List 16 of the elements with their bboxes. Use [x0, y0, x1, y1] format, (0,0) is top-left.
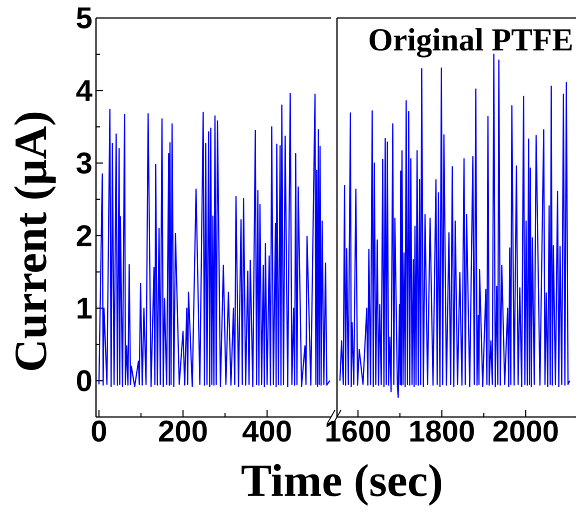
y-tick-label: 2	[76, 225, 92, 246]
x-tick-label: 400	[242, 420, 291, 442]
x-tick-label: 0	[92, 420, 106, 442]
x-axis-title: Time (sec)	[242, 464, 442, 506]
y-axis-title: Current (μA)	[14, 112, 56, 370]
x-tick-label: 200	[159, 420, 207, 442]
x-tick-label: 1600	[326, 420, 390, 442]
y-tick-label: 1	[78, 298, 92, 318]
y-tick-label: 4	[76, 80, 92, 101]
annotation: Original PTFE	[370, 28, 572, 58]
x-tick-label: 2000	[493, 420, 558, 442]
x-tick-label: 1800	[410, 420, 474, 442]
line-series	[98, 92, 330, 388]
y-tick-label: 0	[76, 370, 92, 392]
y-tick-label: 3	[76, 152, 92, 174]
y-tick-label: 5	[76, 8, 92, 28]
